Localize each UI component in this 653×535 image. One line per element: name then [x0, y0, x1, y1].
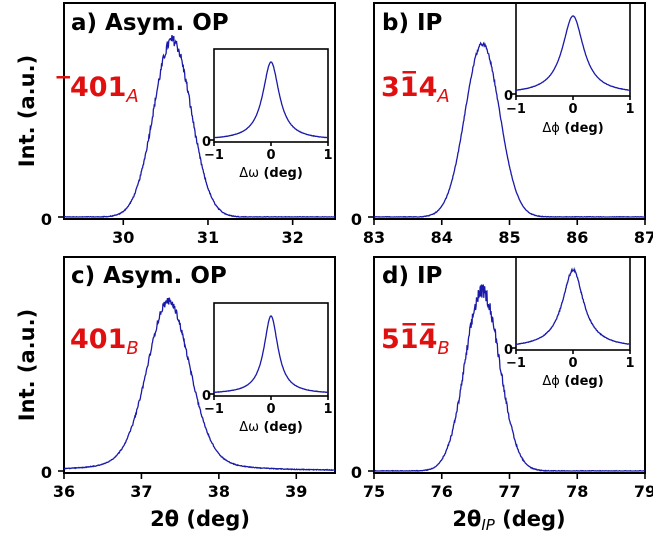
panel-b-x-tick-label: 86 [566, 228, 588, 247]
panel-a-inset-curve [213, 61, 329, 139]
panel-b-inset-curve [515, 15, 631, 91]
panel-b-reflection: 31̅4A [381, 70, 450, 107]
panel-a-ylabel: Int. (a.u.) [15, 55, 39, 167]
panel-d-x-tick-label: 77 [498, 482, 520, 501]
panel-c-xlabel: 2θ (deg) [150, 507, 250, 531]
panel-b-inset-axes [515, 2, 631, 97]
panel-b-inset-y-zero-tick: 0 [504, 89, 513, 104]
panel-a-label: a) Asym. OP [71, 10, 229, 36]
panel-a-inset-x-tick-label: 1 [323, 148, 332, 163]
tick-layer: 30 31 32−1 0 183 84 85 86 87−1 0 136 37 38 39−1 0 175 76… [53, 93, 653, 501]
panel-d: d) IP 51̅4̅B 0 2θIP (deg) 0 Δϕ (deg) [351, 256, 646, 534]
panel-d-inset-y-zero-tick: 0 [504, 343, 513, 358]
panel-b-inset-xlabel: Δϕ (deg) [542, 121, 603, 136]
panel-a-x-tick-label: 32 [282, 228, 304, 247]
panel-d-x-tick-label: 79 [634, 482, 653, 501]
panel-b-curve [373, 41, 646, 218]
panel-c-x-tick-label: 38 [208, 482, 230, 501]
panel-a-y-zero-tick: 0 [41, 210, 52, 229]
panel-c-inset-x-tick-label: −1 [204, 402, 224, 417]
panel-b-x-tick-label: 83 [363, 228, 385, 247]
panel-c-reflection: 401B [70, 324, 139, 359]
panel-a-inset-xlabel: Δω (deg) [239, 166, 303, 181]
panel-c-x-tick-label: 39 [285, 482, 307, 501]
panel-c: c) Asym. OP 401B 0 Int. (a.u.) 2θ (deg) … [15, 256, 336, 531]
panel-b-inset-x-tick-label: −1 [506, 102, 526, 117]
panel-d-inset-x-tick-label: 1 [625, 356, 634, 371]
panel-b-label: b) IP [382, 10, 442, 36]
panel-d-label: d) IP [382, 263, 442, 289]
panel-d-x-tick-label: 78 [566, 482, 588, 501]
panel-b-x-tick-label: 87 [634, 228, 653, 247]
panel-d-x-tick-label: 76 [431, 482, 453, 501]
panel-c-y-zero-tick: 0 [41, 463, 52, 482]
panel-a-x-tick-label: 30 [112, 228, 134, 247]
panel-c-ylabel: Int. (a.u.) [15, 309, 39, 421]
panel-b-x-tick-label: 84 [431, 228, 453, 247]
panel-c-inset-y-zero-tick: 0 [202, 389, 211, 404]
panel-d-y-zero-tick: 0 [351, 463, 362, 482]
panel-c-inset-x-tick-label: 0 [266, 402, 275, 417]
panel-b-inset-x-tick-label: 1 [625, 102, 634, 117]
panel-a-axes [63, 2, 336, 220]
panel-d-inset-xlabel: Δϕ (deg) [542, 374, 603, 389]
panel-a-inset-x-tick-label: 0 [266, 148, 275, 163]
panel-c-inset-curve [214, 315, 329, 394]
panel-a-inset-axes [213, 48, 329, 143]
panel-d-reflection: 51̅4̅B [381, 322, 450, 359]
panel-c-inset-xlabel: Δω (deg) [239, 420, 303, 435]
panel-b: b) IP 31̅4A 0 0 Δϕ (deg) [351, 2, 646, 229]
panel-d-xlabel: 2θIP (deg) [452, 507, 565, 534]
panel-d-inset-x-tick-label: −1 [506, 356, 526, 371]
panel-a-inset-x-tick-label: −1 [204, 148, 224, 163]
panel-d-inset-curve [516, 266, 631, 345]
panel-c-inset-x-tick-label: 1 [323, 402, 332, 417]
panel-c-axes [63, 256, 336, 474]
panel-a: a) Asym. OP ̅401A 0 Int. (a.u.) 0 Δω (de… [15, 2, 336, 229]
panel-d-inset-x-tick-label: 0 [568, 356, 577, 371]
panel-c-x-tick-label: 37 [130, 482, 152, 501]
panel-c-label: c) Asym. OP [71, 263, 227, 289]
panel-a-curve [63, 34, 335, 219]
panel-b-x-tick-label: 85 [498, 228, 520, 247]
panel-c-inset-axes [213, 302, 329, 397]
panel-c-curve [63, 297, 336, 472]
panel-c-x-tick-label: 36 [53, 482, 75, 501]
panel-a-x-tick-label: 31 [197, 228, 219, 247]
panel-b-inset-x-tick-label: 0 [568, 102, 577, 117]
panel-a-inset-y-zero-tick: 0 [202, 135, 211, 150]
panel-b-y-zero-tick: 0 [351, 210, 362, 229]
panel-d-curve [373, 284, 646, 472]
panel-d-x-tick-label: 75 [363, 482, 385, 501]
panel-a-reflection: ̅401A [56, 72, 139, 107]
